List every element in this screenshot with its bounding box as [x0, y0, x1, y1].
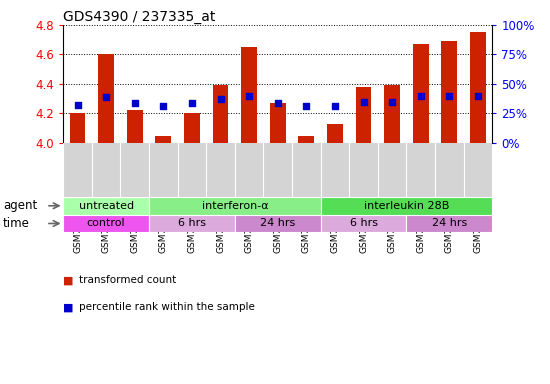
Text: control: control: [87, 218, 125, 228]
Text: 6 hrs: 6 hrs: [178, 218, 206, 228]
Bar: [321, 197, 492, 215]
Bar: [63, 197, 149, 215]
Text: time: time: [3, 217, 30, 230]
Bar: [299, 136, 314, 143]
Point: [416, 93, 425, 99]
Text: 6 hrs: 6 hrs: [350, 218, 377, 228]
Point: [188, 100, 196, 106]
Text: untreated: untreated: [79, 201, 134, 211]
Point: [445, 93, 454, 99]
Bar: [241, 47, 257, 143]
Text: percentile rank within the sample: percentile rank within the sample: [79, 302, 255, 312]
Text: transformed count: transformed count: [79, 275, 176, 285]
Text: GDS4390 / 237335_at: GDS4390 / 237335_at: [63, 10, 216, 24]
Point: [474, 93, 482, 99]
Text: interferon-α: interferon-α: [201, 201, 268, 211]
Bar: [384, 85, 400, 143]
Bar: [63, 215, 149, 232]
Text: 24 hrs: 24 hrs: [260, 218, 295, 228]
Bar: [270, 103, 285, 143]
Bar: [327, 124, 343, 143]
Point: [331, 103, 339, 109]
Point: [73, 101, 82, 108]
Text: ■: ■: [63, 302, 74, 312]
Text: interleukin 28B: interleukin 28B: [364, 201, 449, 211]
Text: agent: agent: [3, 199, 37, 212]
Text: ■: ■: [63, 275, 74, 285]
Point: [130, 100, 139, 106]
Point: [216, 96, 225, 102]
Bar: [406, 215, 492, 232]
Bar: [127, 111, 142, 143]
Bar: [70, 113, 85, 143]
Point: [159, 103, 168, 109]
Bar: [442, 41, 457, 143]
Bar: [321, 215, 406, 232]
Point: [102, 94, 111, 100]
Bar: [470, 32, 486, 143]
Point: [302, 103, 311, 109]
Point: [359, 99, 368, 105]
Bar: [149, 215, 235, 232]
Bar: [356, 87, 371, 143]
Bar: [98, 55, 114, 143]
Bar: [184, 113, 200, 143]
Bar: [235, 215, 321, 232]
Bar: [213, 85, 228, 143]
Bar: [149, 197, 321, 215]
Point: [245, 93, 254, 99]
Text: 24 hrs: 24 hrs: [432, 218, 467, 228]
Bar: [156, 136, 171, 143]
Point: [388, 99, 397, 105]
Point: [273, 100, 282, 106]
Bar: [413, 44, 428, 143]
